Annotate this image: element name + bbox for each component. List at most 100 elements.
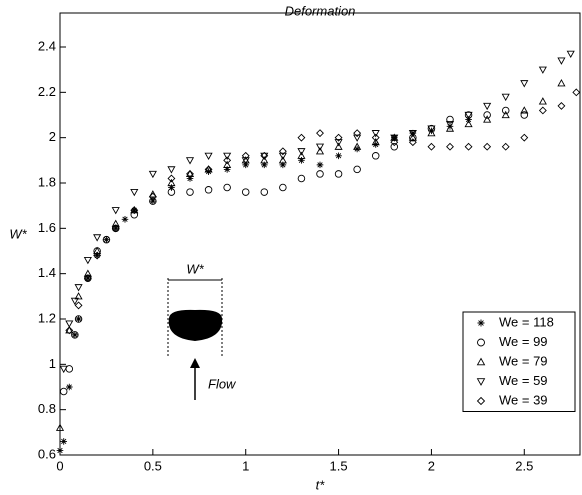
data-point bbox=[111, 219, 120, 227]
y-tick-label: 2.2 bbox=[38, 84, 56, 99]
data-point bbox=[168, 184, 175, 191]
data-point bbox=[334, 142, 343, 150]
inset-width-label: W* bbox=[186, 261, 204, 276]
x-axis-label: t* bbox=[316, 477, 326, 492]
data-point bbox=[371, 152, 380, 160]
data-point bbox=[408, 130, 417, 138]
data-point bbox=[111, 224, 120, 233]
x-tick-label: 1 bbox=[242, 458, 249, 473]
data-point bbox=[260, 152, 269, 161]
data-point bbox=[353, 134, 362, 142]
data-point bbox=[60, 438, 68, 445]
data-point bbox=[464, 119, 473, 128]
data-point bbox=[242, 161, 250, 169]
y-tick-label: 1 bbox=[49, 356, 56, 371]
arrow-head bbox=[190, 358, 200, 368]
data-point bbox=[223, 156, 232, 165]
data-point bbox=[316, 161, 324, 169]
legend-marker bbox=[477, 338, 485, 347]
data-point bbox=[74, 284, 83, 292]
data-point bbox=[74, 292, 83, 300]
data-point bbox=[465, 116, 472, 123]
data-point bbox=[260, 151, 269, 160]
y-tick-label: 0.6 bbox=[38, 446, 56, 461]
data-point bbox=[390, 138, 399, 147]
y-tick-label: 0.8 bbox=[38, 401, 56, 416]
data-point bbox=[390, 143, 399, 151]
data-point bbox=[427, 142, 436, 151]
data-point bbox=[204, 152, 213, 161]
data-point bbox=[83, 269, 92, 277]
data-point bbox=[427, 128, 436, 137]
data-point bbox=[241, 157, 250, 165]
data-point bbox=[315, 143, 325, 151]
legend-label: We = 118 bbox=[499, 314, 554, 329]
data-point bbox=[566, 50, 575, 59]
data-point bbox=[538, 66, 547, 74]
data-point bbox=[55, 423, 65, 431]
data-point bbox=[483, 142, 492, 151]
data-point bbox=[371, 133, 380, 142]
data-point bbox=[149, 197, 157, 205]
chart-title: Deformation bbox=[285, 3, 356, 18]
data-point bbox=[464, 142, 473, 151]
data-point bbox=[353, 165, 361, 174]
legend-label: We = 39 bbox=[499, 392, 548, 407]
data-point bbox=[93, 246, 102, 255]
data-point bbox=[130, 211, 139, 219]
legend-label: We = 99 bbox=[499, 334, 548, 349]
inset: W* Flow bbox=[167, 261, 237, 400]
data-point bbox=[279, 161, 287, 169]
data-point bbox=[149, 197, 157, 205]
y-tick-label: 1.8 bbox=[38, 174, 56, 189]
data-point bbox=[241, 188, 250, 196]
data-point bbox=[112, 225, 120, 232]
data-point bbox=[446, 142, 454, 151]
data-point bbox=[223, 166, 231, 173]
data-point bbox=[334, 133, 343, 142]
data-point bbox=[223, 152, 232, 161]
legend-marker bbox=[476, 357, 486, 366]
data-point bbox=[93, 234, 102, 242]
data-point bbox=[297, 151, 306, 159]
data-point bbox=[557, 101, 566, 110]
data-point bbox=[59, 387, 68, 396]
data-point bbox=[93, 251, 102, 260]
data-point bbox=[83, 256, 92, 265]
data-point bbox=[121, 215, 129, 223]
data-point bbox=[84, 274, 92, 282]
data-point bbox=[409, 129, 417, 137]
data-point bbox=[428, 127, 435, 135]
data-point bbox=[483, 111, 491, 119]
x-tick-label: 0.5 bbox=[144, 458, 162, 473]
data-point bbox=[297, 174, 306, 183]
x-tick-label: 1.5 bbox=[330, 458, 348, 473]
data-point bbox=[316, 170, 324, 178]
y-tick-label: 2.4 bbox=[38, 38, 56, 53]
data-point bbox=[186, 188, 194, 196]
data-point bbox=[185, 157, 195, 165]
y-tick-label: 2 bbox=[49, 129, 56, 144]
data-point bbox=[56, 447, 64, 454]
data-point bbox=[520, 106, 529, 114]
data-point bbox=[186, 169, 194, 178]
legend-label: We = 59 bbox=[499, 373, 548, 388]
data-point bbox=[59, 365, 68, 374]
data-point bbox=[408, 138, 417, 147]
data-point bbox=[186, 175, 194, 182]
x-tick-label: 0 bbox=[56, 458, 63, 473]
data-point bbox=[148, 190, 157, 198]
droplet bbox=[168, 309, 223, 341]
data-point bbox=[148, 170, 157, 179]
data-point bbox=[130, 206, 139, 215]
data-point bbox=[298, 157, 305, 164]
data-point bbox=[223, 160, 232, 168]
data-point bbox=[335, 152, 342, 160]
legend-marker bbox=[476, 378, 486, 386]
data-point bbox=[241, 151, 250, 160]
data-point bbox=[408, 133, 417, 141]
data-point bbox=[501, 93, 510, 102]
data-point bbox=[74, 301, 83, 310]
data-point bbox=[501, 142, 510, 151]
